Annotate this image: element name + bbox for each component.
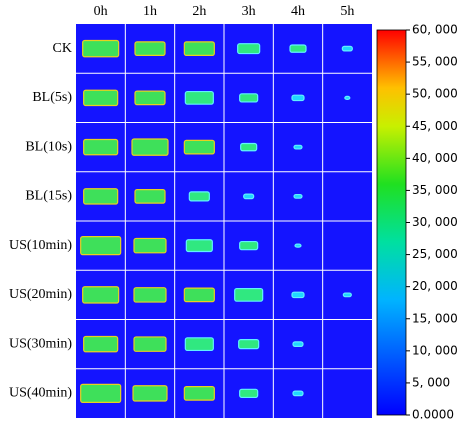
- sample-image: [292, 341, 304, 347]
- sample-image: [183, 287, 215, 303]
- sample-image: [293, 144, 303, 150]
- sample-image: [83, 89, 119, 107]
- sample-image: [183, 41, 215, 56]
- column-label: 1h: [143, 4, 157, 19]
- sample-image: [80, 236, 122, 256]
- sample-image: [183, 386, 215, 401]
- column-label: 5h: [340, 4, 354, 19]
- row-label: US(30min): [9, 336, 72, 351]
- sample-image: [239, 240, 259, 251]
- sample-image: [344, 95, 351, 100]
- sample-image: [82, 39, 120, 58]
- column-label: 0h: [94, 4, 108, 19]
- sample-image: [341, 45, 353, 52]
- sample-image: [237, 43, 261, 55]
- column-label: 4h: [291, 4, 305, 19]
- column-label: 2h: [192, 4, 206, 19]
- tick-label: 15, 000: [412, 311, 458, 325]
- sample-image: [134, 41, 166, 56]
- sample-image: [134, 189, 166, 204]
- sample-image: [239, 388, 259, 399]
- sample-image: [289, 44, 307, 53]
- sample-image: [83, 335, 119, 353]
- tick-label: 45, 000: [412, 119, 458, 133]
- row-label: BL(10s): [25, 139, 72, 154]
- sample-image: [294, 243, 302, 248]
- sample-image: [342, 292, 352, 298]
- sample-image: [234, 287, 264, 302]
- sample-image: [80, 383, 122, 403]
- sample-image: [293, 193, 303, 199]
- sample-image: [243, 193, 255, 200]
- sample-image: [184, 90, 214, 105]
- row-label: CK: [53, 41, 72, 56]
- row-label: BL(15s): [25, 189, 72, 204]
- row-label: BL(5s): [32, 90, 72, 105]
- sample-image: [82, 286, 120, 304]
- row-label: US(20min): [9, 287, 72, 302]
- tick-label: 10, 000: [412, 343, 458, 357]
- tick-label: 0.0000: [412, 408, 454, 422]
- sample-image: [83, 138, 119, 156]
- sample-image: [133, 336, 167, 352]
- tick-label: 40, 000: [412, 151, 458, 165]
- column-label: 3h: [242, 4, 256, 19]
- sample-image: [183, 139, 215, 155]
- sample-image: [131, 138, 169, 156]
- sample-image: [291, 94, 305, 102]
- tick-label: 60, 000: [412, 23, 458, 37]
- tick-label: 50, 000: [412, 87, 458, 101]
- sample-image: [188, 191, 210, 202]
- sample-image: [83, 188, 119, 205]
- tick-label: 25, 000: [412, 247, 458, 261]
- sample-image: [239, 93, 259, 103]
- tick-label: 30, 000: [412, 215, 458, 229]
- colorbar: [376, 29, 407, 416]
- sample-image: [134, 90, 166, 106]
- sample-image: [292, 390, 304, 397]
- tick-label: 20, 000: [412, 279, 458, 293]
- tick-label: 35, 000: [412, 183, 458, 197]
- sample-image: [238, 339, 260, 350]
- row-label: US(40min): [9, 386, 72, 401]
- row-label: US(10min): [9, 238, 72, 253]
- sample-image: [132, 385, 168, 402]
- sample-image: [240, 142, 258, 152]
- sample-image: [133, 287, 167, 303]
- sample-image: [133, 237, 167, 254]
- tick-label: 5, 000: [412, 375, 450, 389]
- sample-image: [184, 337, 214, 352]
- sample-image: [291, 291, 305, 299]
- sample-image: [185, 239, 213, 253]
- tick-label: 55, 000: [412, 55, 458, 69]
